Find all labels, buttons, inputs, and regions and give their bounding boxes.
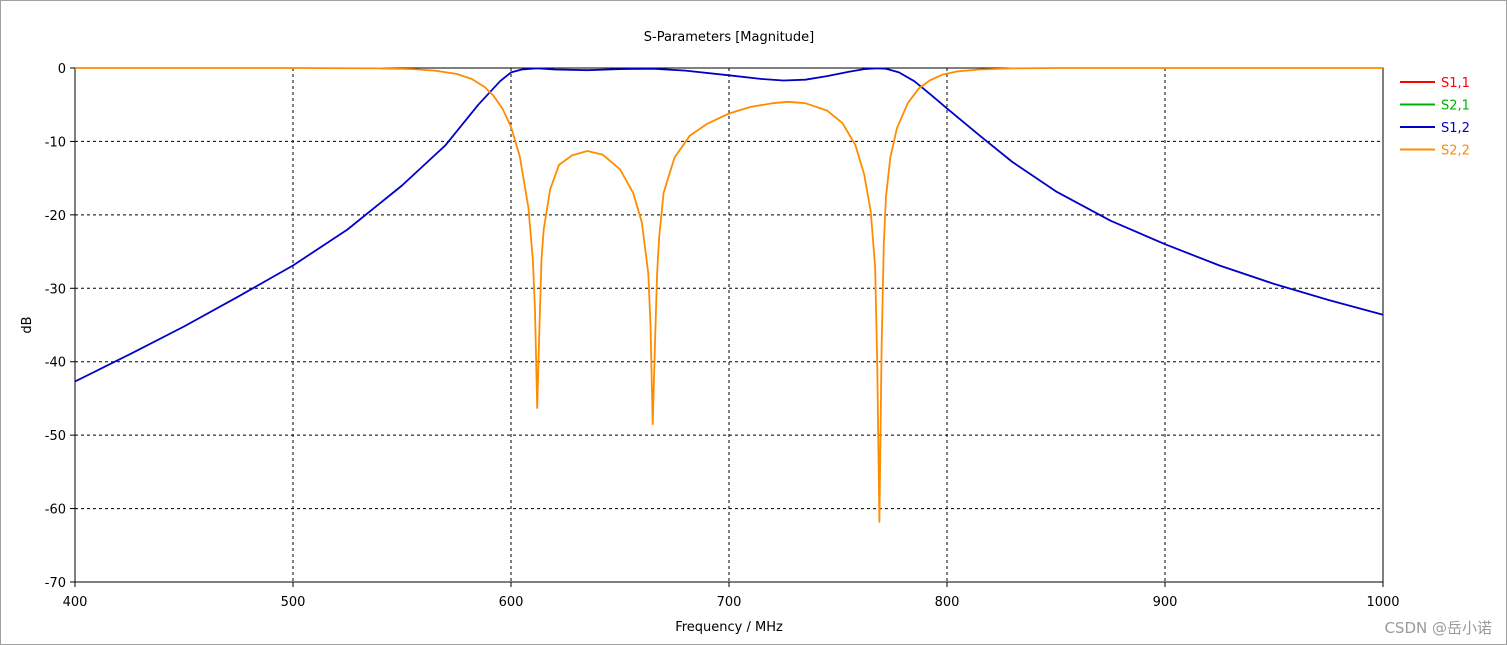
x-axis-label: Frequency / MHz xyxy=(675,620,783,635)
x-tick-label: 900 xyxy=(1153,595,1178,610)
x-tick-label: 1000 xyxy=(1366,595,1399,610)
y-tick-label: -20 xyxy=(45,209,66,224)
legend-label-s22: S2,2 xyxy=(1441,144,1470,159)
legend-label-s12: S1,2 xyxy=(1441,121,1470,136)
y-tick-label: -50 xyxy=(45,429,66,444)
y-tick-label: -70 xyxy=(45,576,66,591)
grid-lines xyxy=(75,68,1383,582)
x-tick-label: 500 xyxy=(281,595,306,610)
axis-ticks: 400 500 600 700 800 900 1000 0 -10 -20 -30 -40 -50 -6… xyxy=(45,62,1400,610)
watermark: CSDN @岳小诺 xyxy=(1384,619,1492,637)
legend: S1,1 S2,1 S1,2 S2,2 xyxy=(1400,76,1470,159)
series-lines xyxy=(74,67,1384,523)
series-line-s22 xyxy=(75,67,1383,523)
legend-label-s21: S2,1 xyxy=(1441,99,1470,114)
x-tick-label: 400 xyxy=(63,595,88,610)
x-tick-label: 800 xyxy=(935,595,960,610)
plot-area xyxy=(74,67,1384,583)
y-axis-label: dB xyxy=(20,316,35,333)
y-tick-label: 0 xyxy=(58,62,66,77)
y-tick-label: -10 xyxy=(45,135,66,150)
y-tick-label: -60 xyxy=(45,503,66,518)
y-tick-label: -40 xyxy=(45,356,66,371)
y-tick-label: -30 xyxy=(45,282,66,297)
legend-label-s11: S1,1 xyxy=(1441,76,1470,91)
x-tick-label: 700 xyxy=(717,595,742,610)
series-line-s12 xyxy=(74,67,1384,383)
chart-title: S-Parameters [Magnitude] xyxy=(644,30,815,45)
x-tick-label: 600 xyxy=(499,595,524,610)
